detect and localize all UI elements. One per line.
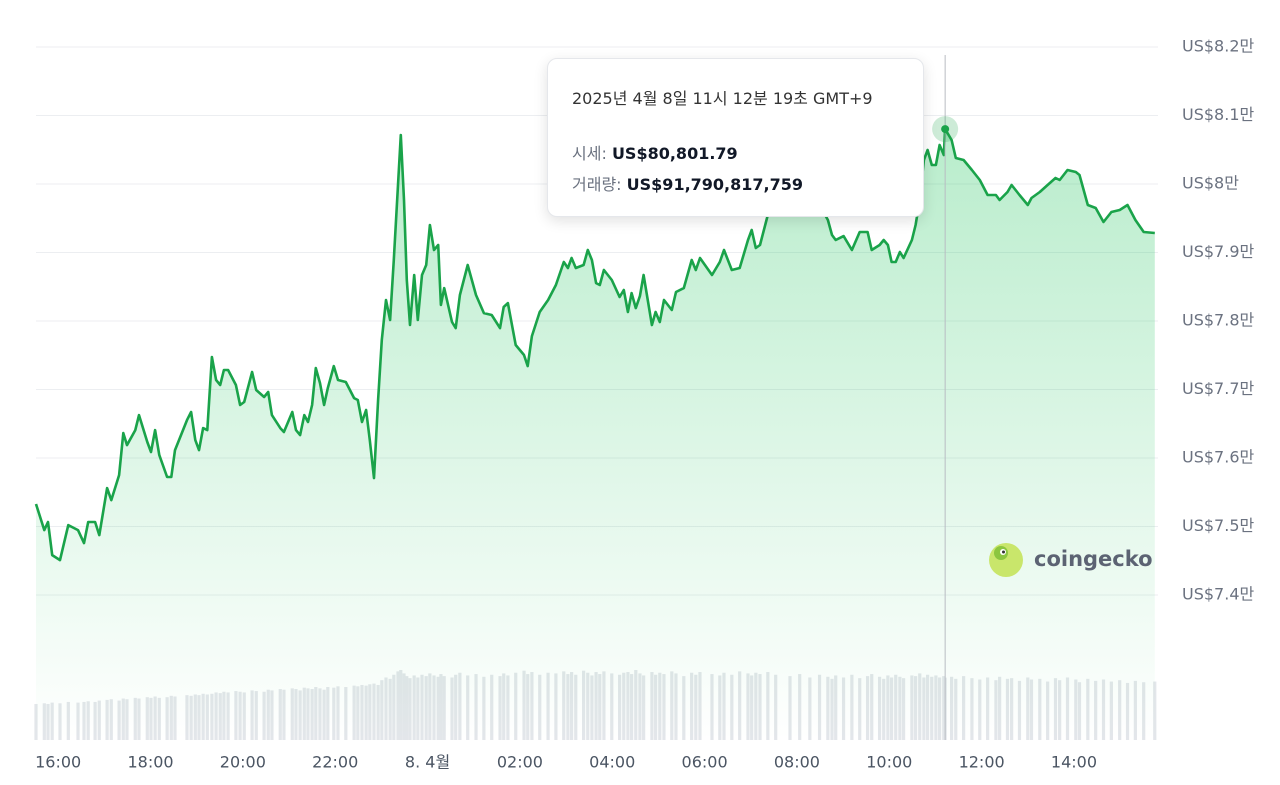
hover-point [941,125,950,134]
y-tick-label: US$7.5만 [1182,516,1254,535]
y-tick-label: US$7.6만 [1182,448,1254,467]
x-tick-label: 18:00 [127,753,173,772]
tooltip-volume-row: 거래량: US$91,790,817,759 [572,169,923,200]
tooltip-volume-label: 거래량: [572,175,622,194]
x-tick-label: 16:00 [35,753,81,772]
y-tick-label: US$8만 [1182,174,1239,193]
x-tick-label: 02:00 [497,753,543,772]
y-tick-label: US$7.7만 [1182,379,1254,398]
tooltip-price-row: 시세: US$80,801.79 [572,138,923,169]
logo-icon-pupil [1002,550,1005,554]
y-tick-label: US$7.8만 [1182,311,1254,330]
x-tick-label: 22:00 [312,753,358,772]
x-tick-label: 8. 4월 [405,753,450,772]
logo-icon [989,543,1023,577]
x-tick-label: 08:00 [774,753,820,772]
y-tick-label: US$7.9만 [1182,242,1254,261]
x-tick-label: 20:00 [220,753,266,772]
x-tick-label: 12:00 [959,753,1005,772]
plot [34,55,1155,741]
y-tick-label: US$8.1만 [1182,105,1254,124]
x-tick-label: 14:00 [1051,753,1097,772]
y-tick-label: US$7.4만 [1182,585,1254,604]
watermark-logo: coingecko [989,543,1153,577]
area [36,129,1155,741]
tooltip-price: US$80,801.79 [611,144,738,163]
price-line [34,127,1155,562]
x-tick-label: 04:00 [589,753,635,772]
tooltip: 2025년 4월 8일 11시 12분 19초 GMT+9 시세: US$80,… [547,58,924,217]
x-tick-label: 10:00 [866,753,912,772]
tooltip-volume: US$91,790,817,759 [626,175,803,194]
tooltip-time: 2025년 4월 8일 11시 12분 19초 GMT+9 [572,89,873,108]
watermark-text: coingecko [1034,547,1153,571]
y-tick-label: US$8.2만 [1182,37,1254,56]
spacer [572,114,923,138]
x-tick-label: 06:00 [682,753,728,772]
tooltip-price-label: 시세: [572,144,607,163]
